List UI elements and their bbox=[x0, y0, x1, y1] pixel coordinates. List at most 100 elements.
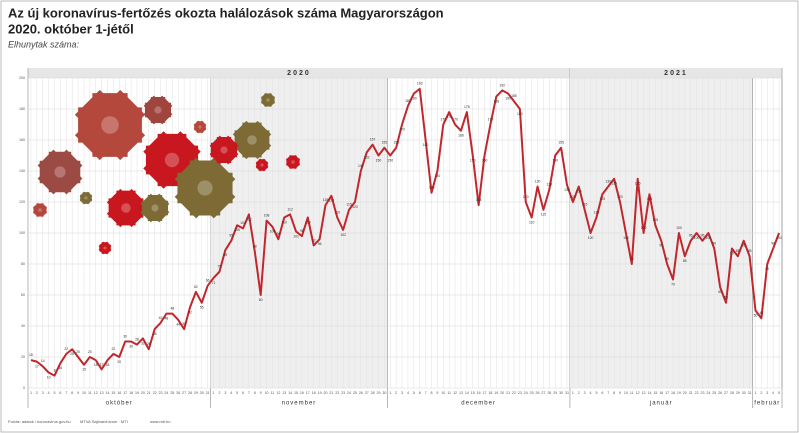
x-tick-label: 7 bbox=[248, 391, 250, 395]
value-label: 115 bbox=[541, 213, 547, 217]
x-tick-label: 5 bbox=[778, 391, 780, 395]
value-label: 115 bbox=[582, 203, 588, 207]
value-label: 62 bbox=[194, 285, 198, 289]
value-label: 128 bbox=[546, 182, 552, 186]
y-tick-label: 20 bbox=[21, 355, 25, 359]
value-label: 18 bbox=[29, 353, 33, 357]
x-tick-label: 14 bbox=[647, 391, 651, 395]
y-tick-label: 40 bbox=[21, 324, 25, 328]
value-label: 42 bbox=[159, 316, 163, 320]
y-tick-label: 140 bbox=[19, 169, 25, 173]
value-label: 182 bbox=[405, 99, 411, 103]
source: Forrás: adatok / koronavirus.gov.hu bbox=[8, 419, 71, 424]
x-tick-label: 29 bbox=[553, 391, 557, 395]
value-label: 166 bbox=[458, 134, 464, 138]
value-label: 44 bbox=[176, 323, 180, 327]
value-label: 193 bbox=[417, 82, 423, 86]
value-label: 115 bbox=[346, 203, 352, 207]
x-tick-label: 27 bbox=[365, 391, 369, 395]
value-label: 150 bbox=[387, 158, 393, 162]
x-tick-label: 19 bbox=[677, 391, 681, 395]
value-label: 157 bbox=[370, 138, 376, 142]
value-label: 55 bbox=[200, 306, 204, 310]
value-label: 100 bbox=[694, 236, 700, 240]
value-label: 120 bbox=[617, 195, 623, 199]
value-label: 90 bbox=[730, 251, 734, 255]
x-tick-label: 18 bbox=[671, 391, 675, 395]
value-label: 95 bbox=[689, 234, 693, 238]
year-band bbox=[28, 68, 570, 78]
x-tick-label: 31 bbox=[565, 391, 569, 395]
data-line bbox=[30, 87, 780, 377]
x-tick-label: 2 bbox=[395, 391, 397, 395]
value-label: 140 bbox=[435, 174, 441, 178]
value-label: 80 bbox=[765, 267, 769, 271]
value-label: 48 bbox=[165, 316, 169, 320]
x-tick-label: 7 bbox=[607, 391, 609, 395]
x-tick-label: 28 bbox=[371, 391, 375, 395]
value-label: 112 bbox=[287, 207, 293, 211]
value-label: 135 bbox=[611, 182, 617, 186]
value-label: 85 bbox=[736, 249, 740, 253]
x-tick-label: 17 bbox=[483, 391, 487, 395]
value-label: 118 bbox=[323, 198, 329, 202]
value-label: 105 bbox=[234, 228, 240, 232]
value-label: 18 bbox=[106, 363, 110, 367]
x-tick-label: 24 bbox=[164, 391, 168, 395]
x-tick-label: 12 bbox=[636, 391, 640, 395]
x-tick-label: 28 bbox=[547, 391, 551, 395]
web: www.mti.hu bbox=[150, 419, 170, 424]
value-label: 16 bbox=[59, 366, 63, 370]
x-tick-label: 1 bbox=[213, 391, 215, 395]
month-label: január bbox=[649, 401, 673, 407]
x-tick-label: 2 bbox=[218, 391, 220, 395]
value-label: 170 bbox=[440, 117, 446, 121]
value-label: 102 bbox=[340, 233, 346, 237]
x-tick-label: 29 bbox=[376, 391, 380, 395]
value-label: 155 bbox=[393, 141, 399, 145]
x-tick-label: 20 bbox=[500, 391, 504, 395]
value-label: 96 bbox=[276, 232, 280, 236]
x-tick-label: 15 bbox=[471, 391, 475, 395]
x-tick-label: 9 bbox=[619, 391, 621, 395]
value-label: 170 bbox=[452, 117, 458, 121]
value-label: 96 bbox=[318, 242, 322, 246]
x-tick-label: 12 bbox=[276, 391, 280, 395]
x-tick-label: 11 bbox=[630, 391, 634, 395]
value-label: 85 bbox=[748, 249, 752, 253]
x-tick-label: 3 bbox=[224, 391, 226, 395]
value-label: 150 bbox=[470, 158, 476, 162]
x-tick-label: 8 bbox=[71, 391, 73, 395]
x-tick-label: 11 bbox=[88, 391, 92, 395]
x-tick-label: 6 bbox=[59, 391, 61, 395]
x-tick-label: 29 bbox=[736, 391, 740, 395]
background: 1 2 3 4 5 6 7 8 9 10 11 12 13 14 15 16 17 18 19 20 21 22 23 24 2… bbox=[19, 68, 783, 408]
value-label: 100 bbox=[623, 236, 629, 240]
value-label: 22 bbox=[64, 347, 68, 351]
x-tick-label: 12 bbox=[94, 391, 98, 395]
y-tick-label: 60 bbox=[21, 293, 25, 297]
x-tick-label: 16 bbox=[117, 391, 121, 395]
value-label: 100 bbox=[588, 236, 594, 240]
value-label: 150 bbox=[376, 158, 382, 162]
y-tick-label: 0 bbox=[23, 386, 25, 390]
value-label: 118 bbox=[476, 198, 482, 202]
x-tick-label: 9 bbox=[77, 391, 79, 395]
value-label: 170 bbox=[488, 117, 494, 121]
value-label: 120 bbox=[570, 195, 576, 199]
chart-title: Az új koronavírus-fertőzés okozta halálo… bbox=[8, 5, 444, 20]
value-label: 130 bbox=[576, 189, 582, 193]
x-tick-label: 3 bbox=[766, 391, 768, 395]
x-tick-label: 6 bbox=[242, 391, 244, 395]
x-tick-label: 28 bbox=[188, 391, 192, 395]
value-label: 88 bbox=[253, 244, 257, 248]
x-tick-label: 16 bbox=[300, 391, 304, 395]
x-tick-label: 3 bbox=[42, 391, 44, 395]
x-tick-label: 1 bbox=[389, 391, 391, 395]
x-tick-label: 2 bbox=[760, 391, 762, 395]
x-tick-label: 23 bbox=[700, 391, 704, 395]
x-tick-label: 4 bbox=[772, 391, 774, 395]
x-tick-label: 20 bbox=[141, 391, 145, 395]
